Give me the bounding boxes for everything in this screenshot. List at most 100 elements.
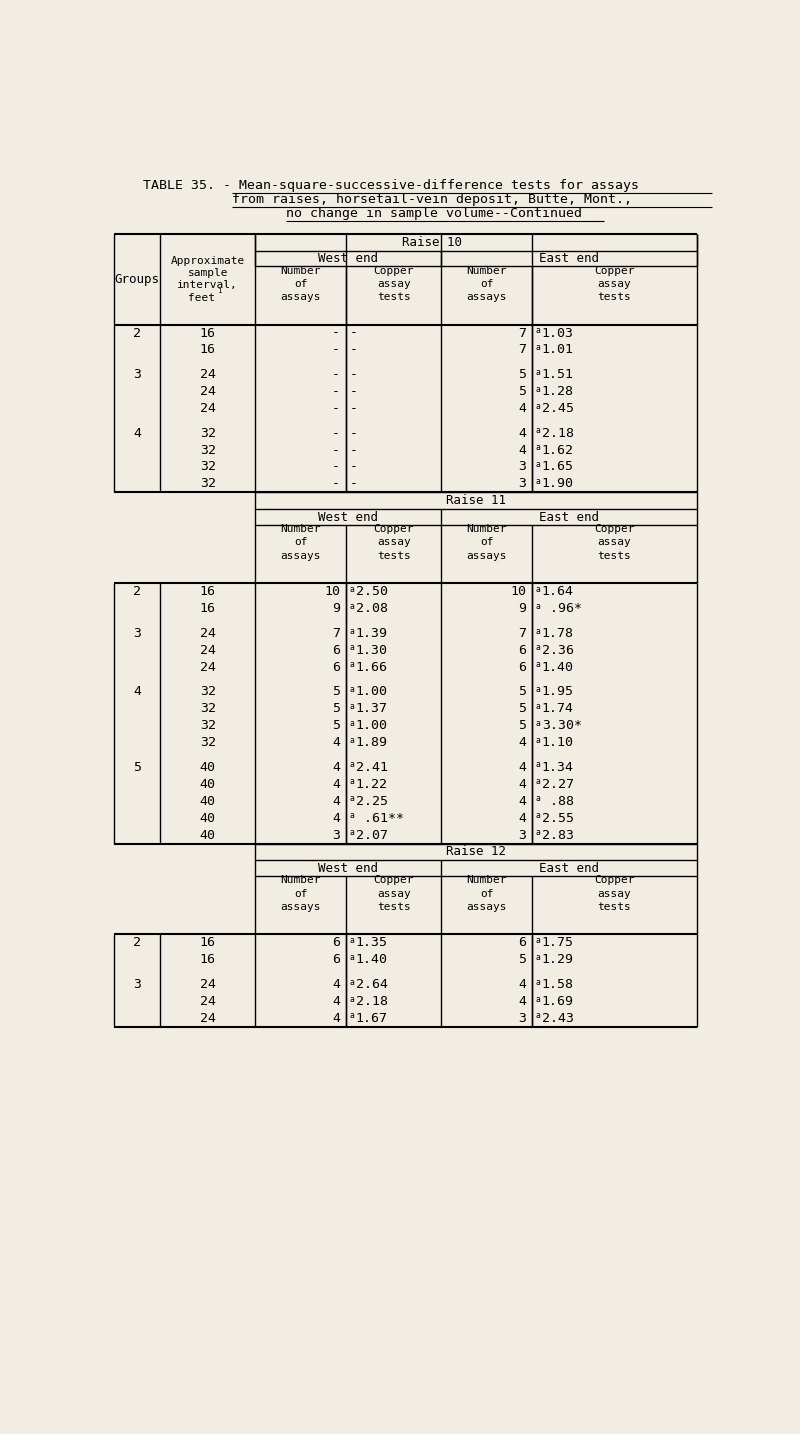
Text: 6: 6 [518,936,526,949]
Text: 5: 5 [133,761,141,774]
Text: a: a [535,812,541,820]
Text: TABLE 35. - Mean-square-successive-difference tests for assays: TABLE 35. - Mean-square-successive-diffe… [142,179,638,192]
Text: 5: 5 [332,703,340,716]
Text: 4: 4 [332,978,340,991]
Text: 4: 4 [518,402,526,414]
Text: 3: 3 [518,460,526,473]
Text: 3: 3 [518,829,526,842]
Text: 24: 24 [200,644,216,657]
Text: -: - [332,460,340,473]
Text: a: a [350,718,354,728]
Text: Approximate: Approximate [170,255,245,265]
Text: of: of [480,538,494,548]
Text: 40: 40 [200,761,216,774]
Text: West end: West end [318,511,378,523]
Text: 3: 3 [133,978,141,991]
Text: 3.30*: 3.30* [542,720,582,733]
Text: a: a [350,703,354,711]
Text: 32: 32 [200,460,216,473]
Text: 1: 1 [217,288,222,294]
Text: -: - [332,426,340,440]
Text: East end: East end [539,862,599,875]
Text: 16: 16 [200,954,216,967]
Text: 32: 32 [200,736,216,749]
Text: 1.10: 1.10 [542,736,574,749]
Text: 2.55: 2.55 [542,812,574,825]
Text: Copper: Copper [594,265,635,275]
Text: -: - [350,369,358,381]
Text: a: a [535,954,541,962]
Text: -: - [350,327,358,340]
Text: 2.08: 2.08 [356,602,388,615]
Text: a: a [535,760,541,770]
Text: a: a [535,478,541,486]
Text: Number: Number [281,525,321,535]
Text: assay: assay [598,538,631,548]
Text: 1.62: 1.62 [542,443,574,456]
Text: 5: 5 [518,369,526,381]
Text: 1.64: 1.64 [542,585,574,598]
Text: 32: 32 [200,720,216,733]
Text: -: - [332,386,340,399]
Text: 2.36: 2.36 [542,644,574,657]
Text: 32: 32 [200,478,216,490]
Text: a: a [535,794,541,803]
Text: West end: West end [318,252,378,265]
Text: sample: sample [187,268,228,278]
Text: West end: West end [318,862,378,875]
Text: 1.74: 1.74 [542,703,574,716]
Text: -: - [332,402,340,414]
Text: 32: 32 [200,685,216,698]
Text: assays: assays [281,551,321,561]
Text: a: a [535,443,541,452]
Text: 4: 4 [332,777,340,790]
Text: a: a [350,760,354,770]
Text: a: a [535,685,541,694]
Text: 10: 10 [324,585,340,598]
Text: 1.67: 1.67 [356,1012,388,1025]
Text: a: a [535,426,541,436]
Text: East end: East end [539,252,599,265]
Text: 1.01: 1.01 [542,344,574,357]
Text: 2.64: 2.64 [356,978,388,991]
Text: assay: assay [598,278,631,288]
Text: 6: 6 [332,936,340,949]
Text: Number: Number [466,265,507,275]
Text: 2.41: 2.41 [356,761,388,774]
Text: a: a [350,777,354,786]
Text: -: - [332,369,340,381]
Text: 40: 40 [200,829,216,842]
Text: 5: 5 [518,954,526,967]
Text: 2.50: 2.50 [356,585,388,598]
Text: 16: 16 [200,602,216,615]
Text: assays: assays [466,902,507,912]
Text: a: a [350,829,354,837]
Text: a: a [350,954,354,962]
Text: assay: assay [377,889,410,899]
Text: -: - [332,443,340,456]
Text: 1.66: 1.66 [356,661,388,674]
Text: 1.30: 1.30 [356,644,388,657]
Text: 24: 24 [200,402,216,414]
Text: a: a [535,460,541,469]
Text: 9: 9 [518,602,526,615]
Text: 4: 4 [332,794,340,807]
Text: Copper: Copper [374,876,414,885]
Text: -: - [350,478,358,490]
Text: 10: 10 [510,585,526,598]
Text: a: a [535,585,541,594]
Text: 32: 32 [200,703,216,716]
Text: 4: 4 [332,1012,340,1025]
Text: 3: 3 [332,829,340,842]
Text: 24: 24 [200,995,216,1008]
Text: 7: 7 [518,327,526,340]
Text: 6: 6 [518,644,526,657]
Text: a: a [350,644,354,652]
Text: 3: 3 [518,1012,526,1025]
Text: 5: 5 [518,386,526,399]
Text: a: a [535,661,541,670]
Text: a: a [350,685,354,694]
Text: 2.07: 2.07 [356,829,388,842]
Text: 4: 4 [518,761,526,774]
Text: a: a [535,703,541,711]
